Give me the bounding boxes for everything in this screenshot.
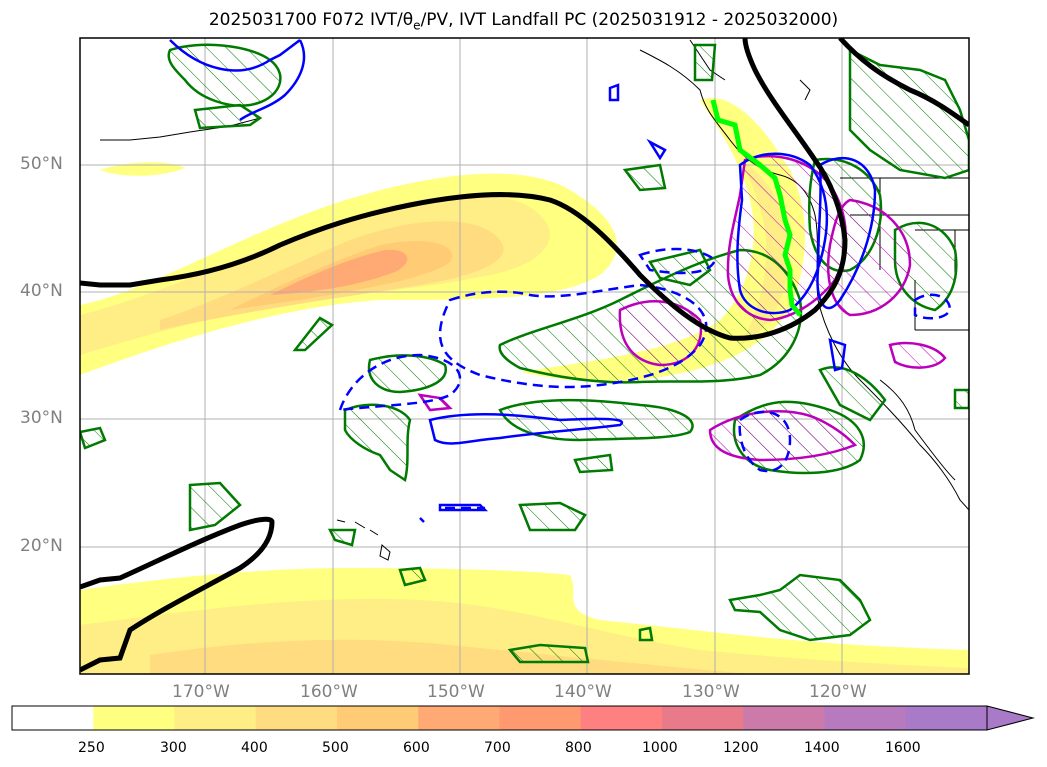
colorbar — [11, 705, 1035, 731]
colorbar-segment — [12, 706, 94, 730]
blue-solid-contours — [169, 39, 877, 523]
colorbar-tick-300: 300 — [160, 740, 187, 756]
title-theta: θ — [402, 10, 414, 30]
lat-label-20: 20°N — [20, 536, 63, 556]
hawaiian-islands — [336, 519, 391, 561]
map-title: 2025031700 F072 IVT/θe/PV, IVT Landfall … — [0, 10, 1047, 32]
colorbar-segment — [174, 706, 257, 730]
colorbar-tick-1400: 1400 — [804, 740, 840, 756]
colorbar-tick-1000: 1000 — [642, 740, 678, 756]
lon-label-140w: 140°W — [554, 682, 612, 702]
map-content — [80, 38, 969, 674]
colorbar-segment — [93, 706, 175, 730]
lon-label-150w: 150°W — [427, 682, 485, 702]
colorbar-tick-700: 700 — [484, 740, 511, 756]
colorbar-segment — [905, 706, 988, 730]
colorbar-segment — [580, 706, 663, 730]
lon-label-130w: 130°W — [682, 682, 740, 702]
landfall-line — [710, 99, 802, 317]
colorbar-segment — [824, 706, 907, 730]
colorbar-extend-arrow — [986, 705, 1035, 731]
lon-label-120w: 120°W — [809, 682, 867, 702]
colorbar-tick-500: 500 — [322, 740, 349, 756]
colorbar-tick-800: 800 — [565, 740, 592, 756]
lat-label-50: 50°N — [20, 154, 63, 174]
colorbar-segment — [499, 706, 582, 730]
title-suffix: /PV, IVT Landfall PC (2025031912 - 20250… — [420, 10, 839, 30]
colorbar-tick-1200: 1200 — [723, 740, 759, 756]
colorbar-tick-1600: 1600 — [885, 740, 921, 756]
map-frame — [79, 37, 970, 675]
title-prefix: 2025031700 F072 IVT/ — [208, 10, 403, 30]
blue-dashed-contours — [338, 247, 952, 510]
lat-label-30: 30°N — [20, 408, 63, 428]
colorbar-segment — [255, 706, 338, 730]
colorbar-segment — [337, 706, 419, 730]
colorbar-segment — [662, 706, 744, 730]
title-theta-sub: e — [413, 18, 421, 33]
ivt-shading — [80, 98, 969, 674]
colorbar-frame — [11, 705, 987, 731]
colorbar-tick-250: 250 — [78, 740, 105, 756]
theta-e-contours — [80, 38, 969, 673]
lat-label-40: 40°N — [20, 281, 63, 301]
lon-label-170w: 170°W — [172, 682, 230, 702]
colorbar-segment — [743, 706, 825, 730]
colorbar-segment — [418, 706, 500, 730]
lon-label-160w: 160°W — [300, 682, 358, 702]
colorbar-tick-600: 600 — [403, 740, 430, 756]
colorbar-tick-400: 400 — [241, 740, 268, 756]
